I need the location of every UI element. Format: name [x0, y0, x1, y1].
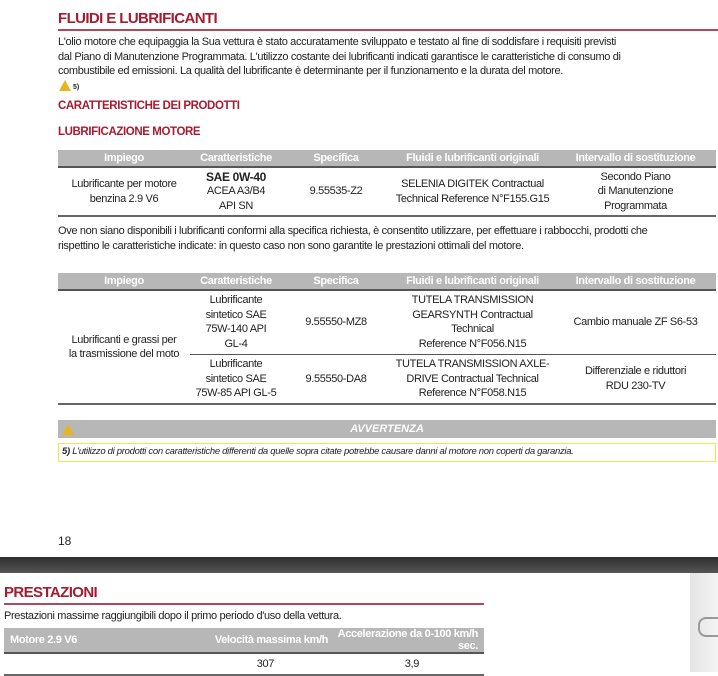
col-header: Specifica — [282, 150, 390, 168]
col-header: Velocità massima km/h — [164, 628, 334, 654]
performance-table: Motore 2.9 V6 Velocità massima km/h Acce… — [4, 628, 484, 676]
cell-caratteristiche: SAE 0W-40 ACEA A3/B4 API SN — [190, 167, 282, 217]
cell-fluidi: TUTELA TRANSMISSION GEARSYNTH Contractual… — [390, 290, 555, 355]
table-header: Impiego Caratteristiche Specifica Fluidi… — [58, 273, 716, 291]
col-header: Impiego — [58, 150, 190, 168]
col-header: Caratteristiche — [190, 273, 282, 291]
cell-intervallo: Differenziale e riduttori RDU 230-TV — [555, 354, 716, 405]
intro-paragraph: L'olio motore che equipaggia la Sua vett… — [58, 35, 621, 79]
warning-icon — [59, 80, 71, 91]
cell-specifica: 9.55535-Z2 — [282, 167, 390, 217]
next-page-edge — [690, 573, 718, 672]
intro-paragraph: Prestazioni massime raggiungibili dopo i… — [4, 610, 342, 622]
col-header: Impiego — [58, 273, 190, 291]
col-header: Intervallo di sostituzione — [555, 273, 716, 291]
page-title: PRESTAZIONI — [4, 584, 98, 601]
warning-number: 5) — [62, 446, 70, 457]
warning-icon — [62, 424, 74, 435]
col-header: Specifica — [282, 273, 390, 291]
col-header: Fluidi e lubrificanti originali — [390, 273, 555, 291]
page-number: 18 — [58, 534, 72, 548]
intro-line: L'olio motore che equipaggia la Sua vett… — [58, 36, 617, 48]
cell-intervallo: Cambio manuale ZF S6-53 — [555, 290, 716, 355]
cell-specifica: 9.55550-MZ8 — [282, 290, 390, 355]
title-rule — [58, 29, 718, 31]
cell-intervallo: Secondo Piano di Manutenzione Programmata — [555, 167, 716, 217]
table-row: Lubrificante sintetico SAE 75W-85 API GL-5… — [58, 354, 716, 405]
table-header: Impiego Caratteristiche Specifica Fluidi… — [58, 150, 716, 168]
warning-title: AVVERTENZA — [350, 423, 424, 435]
warning-text: L'utilizzo di prodotti con caratteristic… — [69, 446, 574, 457]
warning-header: AVVERTENZA — [58, 420, 716, 438]
note-paragraph: Ove non siano disponibili i lubrificanti… — [58, 224, 648, 253]
section-heading: CARATTERISTICHE DEI PRODOTTI — [58, 100, 240, 112]
cell-caratteristiche: Lubrificante sintetico SAE 75W-140 API GL-4 — [190, 290, 282, 355]
table-row: Lubrificante per motore benzina 2.9 V6 SA… — [58, 167, 716, 217]
intro-line: combustibile ed emissioni. La qualità de… — [58, 65, 563, 77]
car-icon — [698, 617, 718, 637]
cell-specifica: 9.55550-DA8 — [282, 354, 390, 405]
col-header: Accelerazione da 0-100 km/h sec. — [334, 628, 484, 654]
cell-impiego: Lubrificanti e grassi per la trasmissione… — [58, 290, 190, 405]
cell-caratteristiche: Lubrificante sintetico SAE 75W-85 API GL-5 — [190, 354, 282, 405]
transmission-lubrication-table: Impiego Caratteristiche Specifica Fluidi… — [58, 273, 716, 405]
page-title: FLUIDI E LUBRIFICANTI — [58, 10, 218, 27]
col-header: Intervallo di sostituzione — [555, 150, 716, 168]
page-separator — [0, 557, 718, 573]
warning-reference[interactable]: 5) — [59, 80, 79, 91]
subsection-heading: LUBRIFICAZIONE MOTORE — [58, 126, 201, 138]
col-header: Motore 2.9 V6 — [4, 628, 164, 654]
table-header: Motore 2.9 V6 Velocità massima km/h Acce… — [4, 628, 484, 654]
cell-impiego: Lubrificante per motore benzina 2.9 V6 — [58, 167, 190, 217]
title-rule — [4, 603, 484, 605]
col-header: Fluidi e lubrificanti originali — [390, 150, 555, 168]
note-line: rispettino le caratteristiche indicate: … — [58, 239, 524, 252]
intro-line: dal Piano di Manutenzione Programmata. L… — [58, 50, 621, 63]
cell-fluidi: SELENIA DIGITEK Contractual Technical Ref… — [390, 167, 555, 217]
col-header: Caratteristiche — [190, 150, 282, 168]
warning-ref-label: 5) — [73, 84, 80, 91]
engine-lubrication-table: Impiego Caratteristiche Specifica Fluidi… — [58, 150, 716, 217]
table-row: Lubrificanti e grassi per la trasmissione… — [58, 290, 716, 405]
cell-fluidi: TUTELA TRANSMISSION AXLE- DRIVE Contractu… — [390, 354, 555, 405]
warning-box: 5) L'utilizzo di prodotti con caratteris… — [58, 443, 716, 462]
note-line: Ove non siano disponibili i lubrificanti… — [58, 225, 648, 237]
